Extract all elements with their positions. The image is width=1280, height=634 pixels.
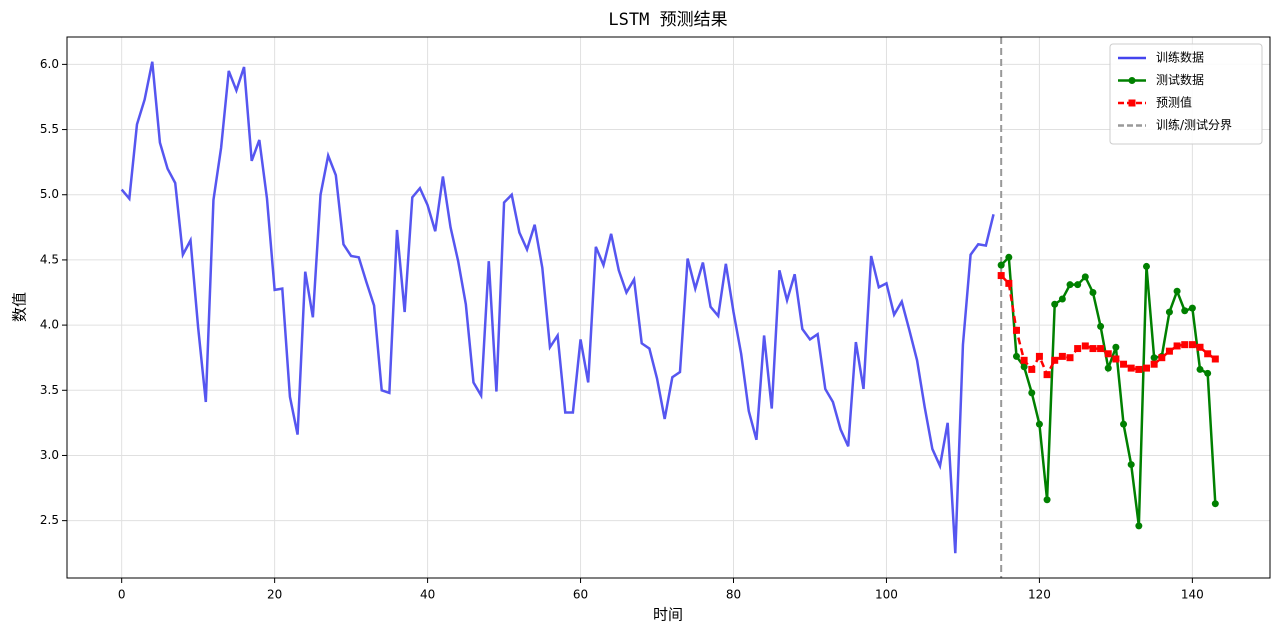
x-tick-label: 0 xyxy=(118,588,126,602)
x-tick-label: 60 xyxy=(573,588,588,602)
point xyxy=(1058,295,1066,303)
point xyxy=(1066,281,1074,289)
y-tick-label: 3.0 xyxy=(40,448,59,462)
point xyxy=(1020,363,1028,371)
point xyxy=(1012,326,1020,334)
legend-label: 预测值 xyxy=(1156,95,1192,110)
y-tick-label: 4.5 xyxy=(40,252,59,266)
point xyxy=(1173,287,1181,295)
point xyxy=(1028,389,1036,397)
y-tick-label: 4.0 xyxy=(40,318,59,332)
legend-label: 测试数据 xyxy=(1156,72,1204,87)
point xyxy=(997,272,1005,280)
legend-box xyxy=(1109,43,1263,145)
chart-title: LSTM 预测结果 xyxy=(608,10,727,30)
point xyxy=(1150,360,1158,368)
point xyxy=(1012,352,1020,360)
point xyxy=(1097,345,1105,353)
point xyxy=(1127,364,1135,372)
point xyxy=(1112,343,1120,351)
series-line xyxy=(120,61,995,554)
point xyxy=(1028,365,1036,373)
point xyxy=(1104,350,1112,358)
point xyxy=(1089,289,1097,297)
point xyxy=(1135,522,1143,530)
point xyxy=(1150,354,1158,362)
point xyxy=(1181,307,1189,315)
point xyxy=(997,261,1005,269)
legend-label: 训练/测试分界 xyxy=(1156,117,1232,132)
point xyxy=(1165,347,1173,355)
point xyxy=(1142,262,1150,270)
point xyxy=(1097,322,1105,330)
point xyxy=(1005,253,1013,261)
y-tick-label: 5.0 xyxy=(40,187,59,201)
point xyxy=(1196,343,1204,351)
point xyxy=(1158,354,1166,362)
point xyxy=(1089,345,1097,353)
point xyxy=(1058,352,1066,360)
point xyxy=(1043,371,1051,379)
point xyxy=(1074,281,1082,289)
point xyxy=(1204,350,1212,358)
point xyxy=(1127,461,1135,469)
point xyxy=(1081,273,1089,281)
point xyxy=(1188,341,1196,349)
x-tick-label: 80 xyxy=(726,588,741,602)
legend-marker xyxy=(1128,77,1136,84)
point xyxy=(1173,342,1181,350)
y-tick-label: 2.5 xyxy=(40,513,59,527)
plot-frame xyxy=(66,36,1271,579)
legend-label: 训练数据 xyxy=(1156,50,1204,65)
point xyxy=(1211,355,1219,363)
point xyxy=(1135,365,1143,373)
point xyxy=(1005,279,1013,287)
point xyxy=(1020,356,1028,364)
point xyxy=(1112,355,1120,363)
point xyxy=(1204,369,1212,377)
x-tick-label: 100 xyxy=(875,588,898,602)
y-tick-label: 3.5 xyxy=(40,383,59,397)
x-tick-label: 120 xyxy=(1028,588,1051,602)
point xyxy=(1188,304,1196,312)
x-tick-label: 140 xyxy=(1181,588,1204,602)
x-tick-label: 20 xyxy=(267,588,282,602)
y-tick-label: 6.0 xyxy=(40,57,59,71)
point xyxy=(1051,300,1059,308)
point xyxy=(1142,364,1150,372)
point xyxy=(1035,352,1043,360)
point xyxy=(1120,360,1128,368)
legend-marker xyxy=(1128,99,1136,107)
point xyxy=(1081,342,1089,350)
y-axis-label: 数值 xyxy=(11,292,29,322)
point xyxy=(1196,365,1204,373)
point xyxy=(1165,308,1173,316)
point xyxy=(1104,364,1112,372)
point xyxy=(1035,420,1043,428)
point xyxy=(1051,356,1059,364)
point xyxy=(1211,500,1219,508)
x-tick-label: 40 xyxy=(420,588,435,602)
point xyxy=(1043,496,1051,504)
y-tick-label: 5.5 xyxy=(40,122,59,136)
point xyxy=(1066,354,1074,362)
point xyxy=(1074,345,1082,353)
x-axis-label: 时间 xyxy=(653,606,683,624)
point xyxy=(1181,341,1189,349)
point xyxy=(1120,420,1128,428)
